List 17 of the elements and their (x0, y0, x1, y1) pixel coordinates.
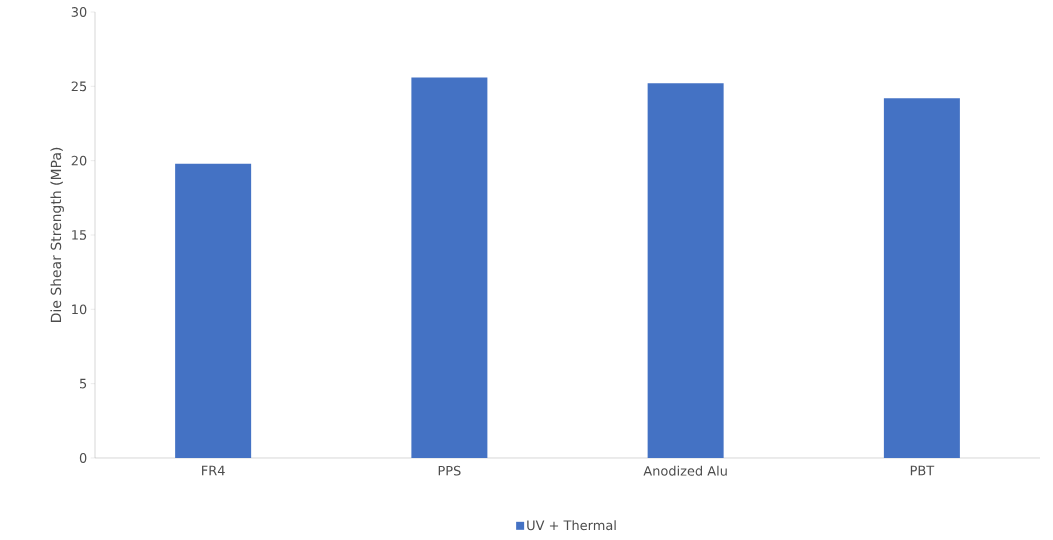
y-tick-label: 0 (79, 453, 87, 463)
y-axis-title: Die Shear Strength (MPa) (50, 147, 64, 322)
x-tick-label: FR4 (202, 465, 225, 476)
y-tick-label: 30 (71, 7, 87, 17)
bar (883, 98, 960, 458)
y-tick-label: 25 (71, 81, 87, 92)
x-tick-label: PBT (910, 465, 935, 476)
y-tick-label: 10 (72, 304, 87, 315)
y-tick-label: 5 (80, 378, 87, 389)
y-tick-label: 15 (72, 230, 87, 240)
y-tick-label: 20 (71, 155, 87, 166)
x-tick-label: Anodized Alu (643, 465, 727, 476)
bar (411, 77, 488, 458)
legend-label: UV + Thermal (527, 520, 616, 531)
bar (175, 163, 252, 458)
x-tick-label: PPS (438, 465, 461, 476)
bar (647, 83, 724, 458)
